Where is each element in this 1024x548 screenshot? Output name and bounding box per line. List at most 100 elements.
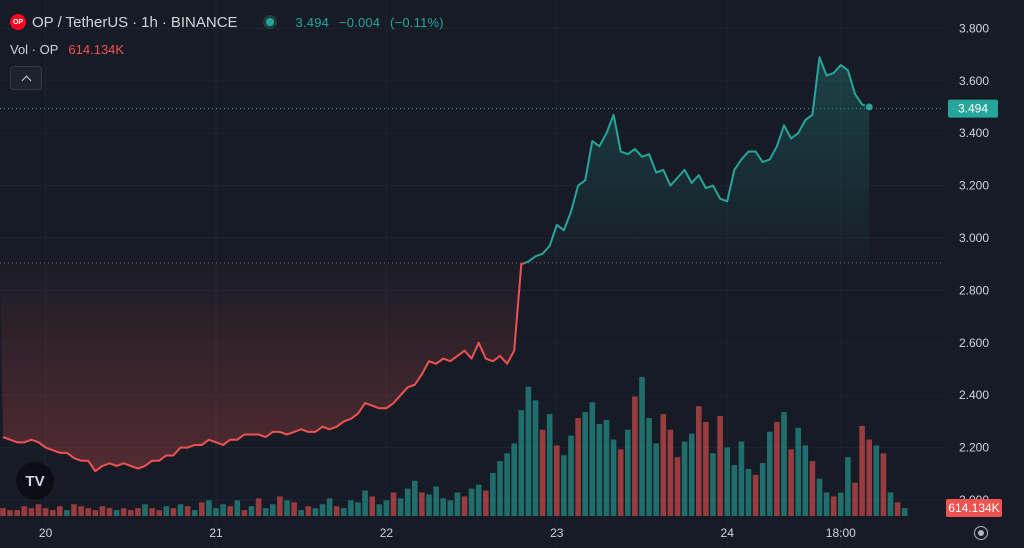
- volume-bar: [504, 453, 510, 516]
- volume-bar: [554, 445, 560, 516]
- collapse-legend-button[interactable]: [10, 66, 42, 90]
- volume-bar: [568, 435, 574, 516]
- volume-bar: [85, 508, 91, 516]
- volume-bar: [99, 506, 106, 516]
- volume-value-label-text: 614.134K: [948, 501, 999, 515]
- price-line-up: [524, 56, 870, 264]
- volume-bar: [667, 429, 674, 516]
- y-tick-label: 3.600: [959, 74, 989, 88]
- volume-value: 614.134K: [68, 42, 125, 57]
- volume-bar: [866, 439, 872, 516]
- volume-bar: [135, 508, 141, 516]
- volume-bar: [312, 508, 319, 516]
- volume-bar: [802, 445, 809, 516]
- volume-bar: [582, 412, 588, 516]
- volume-bar: [206, 500, 212, 516]
- volume-bar: [163, 506, 170, 516]
- volume-bar: [291, 502, 297, 516]
- volume-bar: [184, 506, 191, 516]
- volume-bar: [454, 492, 461, 516]
- volume-bar: [64, 510, 70, 516]
- volume-bar: [767, 431, 773, 516]
- volume-label[interactable]: Vol · OP: [10, 42, 59, 57]
- volume-bar: [774, 421, 780, 516]
- volume-bar: [894, 502, 901, 516]
- legend-separator: ·: [161, 13, 167, 31]
- y-tick-label: 3.200: [959, 179, 989, 193]
- interval-label[interactable]: 1h: [141, 13, 158, 31]
- volume-bar: [49, 510, 56, 516]
- volume-bar: [270, 504, 276, 516]
- volume-bar: [759, 463, 766, 516]
- y-tick-label: 2.600: [959, 336, 989, 350]
- volume-bar: [852, 482, 858, 516]
- volume-bar: [525, 386, 532, 516]
- volume-bar: [681, 441, 688, 516]
- volume-bar: [873, 445, 880, 516]
- volume-bar: [28, 508, 35, 516]
- volume-bar: [724, 447, 730, 516]
- symbol-name[interactable]: OP / TetherUS: [32, 13, 129, 31]
- x-tick-label: 21: [209, 526, 223, 540]
- volume-bar: [120, 508, 127, 516]
- volume-bar: [35, 504, 42, 516]
- volume-bar: [632, 396, 638, 516]
- volume-bar: [639, 376, 645, 516]
- volume-value-label-bg: [946, 499, 1002, 517]
- volume-bar: [830, 496, 837, 516]
- market-status-icon[interactable]: [265, 18, 274, 26]
- last-price-label-text: 3.494: [958, 102, 988, 116]
- price-change-percent: (−0.11%): [390, 14, 444, 30]
- volume-bar: [483, 490, 489, 516]
- volume-bar: [213, 508, 219, 516]
- volume-bar: [142, 504, 148, 516]
- volume-bar: [710, 453, 716, 516]
- volume-bar: [262, 508, 269, 516]
- volume-bar: [539, 429, 546, 516]
- volume-bar: [397, 498, 404, 516]
- volume-bar: [809, 461, 816, 516]
- volume-bar: [128, 510, 134, 516]
- volume-bar: [255, 498, 262, 516]
- volume-bar: [369, 496, 375, 516]
- price-axis[interactable]: 2.0002.2002.4002.6002.8003.0003.2003.400…: [959, 21, 989, 507]
- x-tick-label: 18:00: [826, 526, 856, 540]
- y-tick-label: 2.800: [959, 283, 989, 297]
- volume-bar: [497, 461, 503, 516]
- volume-bar: [78, 506, 84, 516]
- volume-bar: [703, 421, 709, 516]
- volume-bar: [404, 488, 411, 516]
- volume-bar: [745, 468, 752, 516]
- gear-icon[interactable]: [974, 526, 988, 540]
- volume-bar: [660, 414, 667, 516]
- exchange-label[interactable]: BINANCE: [170, 13, 238, 31]
- volume-bar: [468, 488, 475, 516]
- volume-bar: [752, 474, 759, 516]
- volume-bar: [475, 484, 482, 516]
- volume-bar: [170, 508, 177, 516]
- volume-bar: [816, 478, 823, 516]
- volume-bar: [7, 510, 13, 516]
- volume-bar: [589, 402, 596, 516]
- volume-bar: [298, 510, 304, 516]
- volume-bar: [887, 492, 894, 516]
- volume-bar: [617, 449, 624, 516]
- time-axis[interactable]: 20 21 22 23 24 18:00: [39, 526, 856, 540]
- volume-bar: [390, 492, 397, 516]
- volume-bar: [21, 506, 28, 516]
- axis-price-labels: 3.494 614.134K: [946, 99, 1002, 517]
- price-line-down: [2, 261, 526, 473]
- volume-bar: [518, 410, 525, 516]
- price-line: [0, 56, 944, 473]
- x-tick-label: 23: [550, 526, 564, 540]
- volume-bar: [0, 508, 6, 516]
- volume-bar: [341, 508, 347, 516]
- volume-bar: [646, 418, 652, 516]
- tradingview-logo-icon[interactable]: TV: [16, 462, 54, 500]
- area-fill-above-reference: [524, 57, 870, 263]
- volume-bar: [106, 508, 113, 516]
- volume-bar: [781, 412, 787, 516]
- volume-bar: [674, 457, 681, 516]
- chevron-up-icon: [21, 75, 31, 85]
